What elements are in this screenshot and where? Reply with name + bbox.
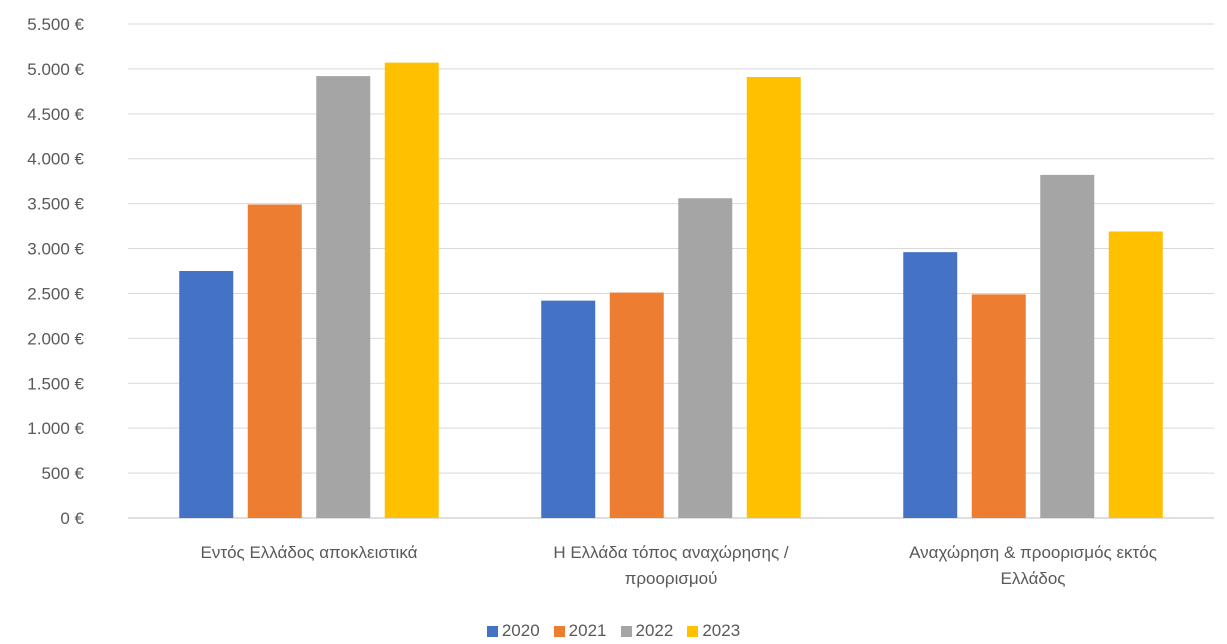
bar-2022-cat1 [316, 76, 371, 518]
bar-2022-cat2 [678, 198, 733, 519]
y-tick-label: 2.500 € [27, 284, 84, 303]
bars [179, 62, 1163, 519]
bar-2020-cat1 [179, 271, 234, 518]
y-tick-label: 5.000 € [27, 60, 84, 79]
bar-2021-cat1 [247, 204, 302, 518]
y-tick-label: 0 € [60, 509, 84, 528]
y-tick-label: 2.000 € [27, 329, 84, 348]
category-label: Αναχώρηση & προορισμός εκτός Ελλάδος [909, 543, 1157, 588]
bar-chart: 0 € 500 € 1.000 € 1.500 € 2.000 € 2.500 € 3.00… [27, 15, 1214, 588]
y-tick-label: 4.500 € [27, 105, 84, 124]
gridlines [128, 23, 1214, 519]
bar-2023-cat1 [384, 62, 439, 518]
bar-2023-cat3 [1108, 231, 1163, 519]
y-tick-label: 500 € [41, 464, 84, 483]
bar-2021-cat3 [971, 294, 1026, 518]
bar-2020-cat2 [541, 300, 596, 518]
bar-2020-cat3 [903, 252, 958, 518]
y-tick-label: 3.000 € [27, 240, 84, 259]
y-tick-label: 1.500 € [27, 374, 84, 393]
legend-swatch [553, 625, 565, 637]
legend-label: 2021 [568, 621, 607, 640]
y-tick-label: 3.500 € [27, 195, 84, 214]
legend-item-2022: 2022 [620, 621, 674, 641]
legend-item-2023: 2023 [687, 621, 740, 641]
category-label: Εντός Ελλάδος αποκλειστικά [201, 543, 418, 562]
legend-item-2021: 2021 [553, 621, 607, 641]
legend-label: 2022 [635, 621, 674, 640]
legend-swatch [486, 625, 498, 637]
legend-swatch [687, 625, 699, 637]
legend: 2020 2021 2022 2023 [0, 620, 1227, 642]
legend-label: 2023 [702, 621, 741, 640]
y-tick-label: 4.000 € [27, 150, 84, 169]
y-tick-label: 1.000 € [27, 419, 84, 438]
legend-item-2020: 2020 [486, 621, 540, 641]
bar-2023-cat2 [746, 76, 801, 518]
x-axis-category-labels: Εντός Ελλάδος αποκλειστικά Η Ελλάδα τόπος… [201, 543, 1157, 588]
bar-2021-cat2 [609, 292, 664, 518]
legend-swatch [620, 625, 632, 637]
bar-2022-cat3 [1040, 174, 1095, 519]
category-label: Η Ελλάδα τόπος αναχώρησης / προορισμού [553, 543, 789, 588]
y-tick-label: 5.500 € [27, 15, 84, 34]
legend-label: 2020 [501, 621, 540, 640]
y-axis-tick-labels: 0 € 500 € 1.000 € 1.500 € 2.000 € 2.500 € 3.00… [27, 15, 84, 528]
